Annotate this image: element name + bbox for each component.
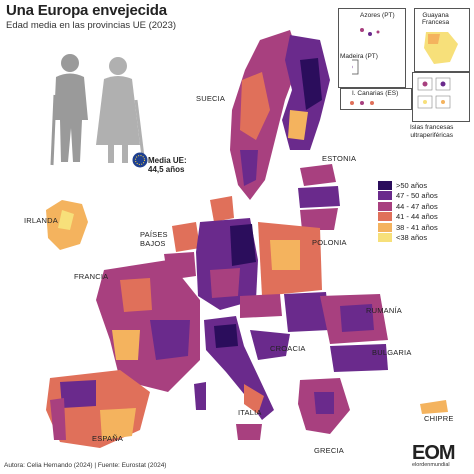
legend-label: 44 - 47 años <box>396 201 438 211</box>
label-croacia: CROACIA <box>270 344 306 353</box>
label-bulgaria: BULGARIA <box>372 348 412 357</box>
eom-logo: EOM elordenmundial <box>412 442 456 468</box>
eu-average-line2: 44,5 años <box>148 165 185 174</box>
inset-french-outermost <box>412 72 470 122</box>
legend-swatch-5 <box>378 233 392 243</box>
inset-french-islands-map <box>417 77 451 109</box>
label-italia: ITALIA <box>238 408 262 417</box>
label-guayana: Guayana Francesa <box>422 12 449 26</box>
eu-average-line1: Media UE: <box>148 156 187 165</box>
legend-swatch-3 <box>378 212 392 222</box>
legend-item: 47 - 50 años <box>378 191 438 202</box>
label-paises-bajos: PAÍSES BAJOS <box>140 230 168 248</box>
eu-average-label: Media UE: 44,5 años <box>148 156 187 174</box>
inset-azores-madeira <box>338 8 406 88</box>
legend-item: 41 - 44 años <box>378 212 438 223</box>
label-suecia: SUECIA <box>196 94 226 103</box>
eu-flag-icon <box>132 152 148 168</box>
legend-label: 38 - 41 años <box>396 222 438 232</box>
legend-item: 38 - 41 años <box>378 222 438 233</box>
legend-label: >50 años <box>396 180 428 190</box>
label-estonia: ESTONIA <box>322 154 357 163</box>
label-paises-bajos-line2: BAJOS <box>140 239 166 248</box>
map-subtitle: Edad media en las provincias UE (2023) <box>6 20 177 31</box>
label-guayana-line2: Francesa <box>422 19 450 26</box>
legend-swatch-1 <box>378 191 392 201</box>
label-canarias: I. Canarias (ES) <box>352 90 399 97</box>
label-azores: Azores (PT) <box>360 12 395 19</box>
region-estonia <box>300 164 336 186</box>
logo-sub-text: elordenmundial <box>412 462 450 468</box>
inset-islands-map <box>352 28 380 75</box>
label-rumania: RUMANÍA <box>366 306 402 315</box>
legend-item: <38 años <box>378 233 438 244</box>
inset-guayana-map <box>424 32 458 64</box>
legend-item: 44 - 47 años <box>378 201 438 212</box>
legend-label: <38 años <box>396 233 428 243</box>
inset-canarias-map <box>350 101 374 105</box>
label-guayana-line1: Guayana <box>422 12 449 19</box>
inset-canarias <box>340 88 412 110</box>
label-francia: FRANCIA <box>74 272 109 281</box>
label-chipre: CHIPRE <box>424 414 454 423</box>
map-title: Una Europa envejecida <box>6 2 167 19</box>
label-madeira: Madeira (PT) <box>340 53 378 60</box>
label-polonia: POLONIA <box>312 238 347 247</box>
label-irlanda: IRLANDA <box>24 216 58 225</box>
label-paises-bajos-line1: PAÍSES <box>140 230 168 239</box>
label-french-islands: Islas francesas ultraperiféricas <box>410 124 453 140</box>
region-cyprus <box>420 400 448 414</box>
label-espana: ESPAÑA <box>92 434 124 443</box>
region-bulgaria <box>330 344 388 372</box>
logo-main-text: EOM <box>412 442 456 464</box>
legend-swatch-2 <box>378 201 392 211</box>
legend-item: >50 años <box>378 180 438 191</box>
label-french-islands-line2: ultraperiféricas <box>410 132 453 139</box>
legend-label: 47 - 50 años <box>396 191 438 201</box>
legend-swatch-4 <box>378 222 392 232</box>
legend-label: 41 - 44 años <box>396 212 438 222</box>
map-legend: >50 años 47 - 50 años 44 - 47 años 41 - … <box>378 180 438 243</box>
legend-swatch-0 <box>378 180 392 190</box>
label-grecia: GRECIA <box>314 446 344 455</box>
source-credit: Autora: Celia Hernando (2024) | Fuente: … <box>4 462 167 469</box>
label-french-islands-line1: Islas francesas <box>410 124 454 131</box>
